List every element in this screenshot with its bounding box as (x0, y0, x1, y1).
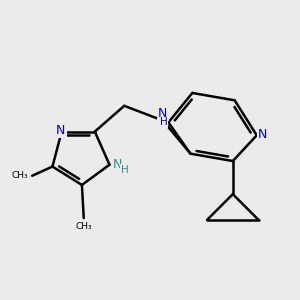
Text: CH₃: CH₃ (11, 171, 28, 180)
Text: H: H (160, 117, 167, 128)
Text: CH₃: CH₃ (75, 222, 92, 231)
Text: N: N (158, 107, 168, 120)
Text: H: H (121, 165, 129, 175)
Text: N: N (113, 158, 122, 171)
Text: N: N (56, 124, 66, 137)
Text: N: N (258, 128, 267, 141)
